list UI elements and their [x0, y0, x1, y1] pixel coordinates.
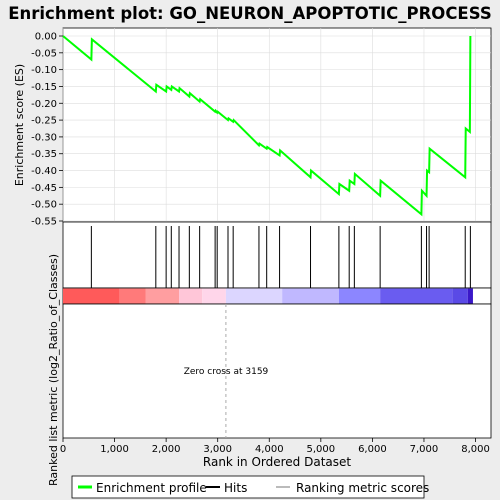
es-y-axis-label: Enrichment score (ES): [13, 64, 26, 186]
es-y-tick-label: -0.25: [31, 116, 57, 127]
chart-title: Enrichment plot: GO_NEURON_APOPTOTIC_PRO…: [8, 4, 491, 23]
legend-entry-enrichment-profile: Enrichment profile: [78, 481, 207, 495]
metric-plot-area: [62, 303, 492, 439]
hits-panel: [62, 221, 492, 289]
enrichment-profile-line: [62, 35, 472, 217]
x-tick-label: 5,000: [307, 444, 336, 455]
ranking-bar-segment: [225, 288, 283, 304]
legend-entry-ranking-metric: Ranking metric scores: [276, 481, 429, 495]
x-tick-label: 0: [60, 444, 66, 455]
ranking-bar-segment: [119, 288, 146, 304]
es-y-tick-label: -0.15: [31, 82, 57, 93]
es-plot-area: [62, 27, 492, 223]
zero-cross-annotation: Zero cross at 3159: [184, 367, 269, 377]
metric-y-axis-label: Ranked list metric (log2_Ratio_of_Classe…: [47, 254, 60, 486]
es-y-tick-label: -0.30: [31, 132, 57, 143]
ranking-bar-segment: [380, 288, 453, 304]
ranking-bar-segment: [179, 288, 203, 304]
x-tick-label: 8,000: [461, 444, 490, 455]
ranking-bar-segment: [63, 288, 120, 304]
x-axis-label: Rank in Ordered Dataset: [203, 455, 351, 469]
ranking-bar-segment: [145, 288, 180, 304]
ranking-bar-segment: [338, 288, 381, 304]
legend-label-ranking-metric: Ranking metric scores: [296, 481, 429, 495]
es-y-tick-label: -0.35: [31, 149, 57, 160]
legend-label-enrichment-profile: Enrichment profile: [96, 481, 207, 495]
ranking-bar-segment: [282, 288, 339, 304]
x-ticks: 0 1,000 2,000 3,000 4,000 5,000 6,000 7,000 8,00…: [60, 438, 490, 455]
x-tick-label: 6,000: [358, 444, 387, 455]
x-tick-label: 2,000: [152, 444, 181, 455]
es-y-tick-label: -0.40: [31, 166, 57, 177]
ranking-bar-segment: [202, 288, 226, 304]
legend-box: [71, 475, 425, 499]
x-tick-label: 3,000: [203, 444, 232, 455]
es-y-ticks: 0.00 -0.05 -0.10 -0.15 -0.20 -0.25 -0.30 -0.35 -…: [31, 32, 63, 228]
es-y-tick-label: -0.55: [31, 217, 57, 228]
es-grid: [62, 28, 491, 222]
legend-entry-hits: Hits: [206, 481, 247, 495]
x-tick-label: 4,000: [255, 444, 284, 455]
es-y-tick-label: -0.10: [31, 65, 57, 76]
x-tick-label: 1,000: [100, 444, 129, 455]
es-y-tick-label: -0.50: [31, 200, 57, 211]
ranking-bar-segment: [467, 288, 473, 304]
es-y-tick-label: -0.20: [31, 99, 57, 110]
legend-label-hits: Hits: [224, 481, 247, 495]
es-y-tick-label: -0.05: [31, 48, 57, 59]
hits-marks: [90, 226, 471, 288]
x-tick-label: 7,000: [410, 444, 439, 455]
es-y-tick-label: -0.45: [31, 183, 57, 194]
ranking-bar-segment: [452, 288, 468, 304]
ranking-metric-bar: [63, 288, 473, 304]
es-y-tick-label: 0.00: [35, 32, 57, 43]
